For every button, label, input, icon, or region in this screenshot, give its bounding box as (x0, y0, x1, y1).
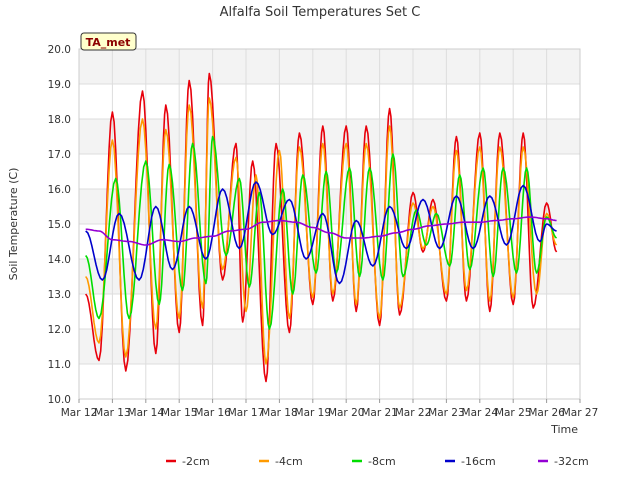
legend-label: -8cm (368, 455, 396, 468)
series-line-8cm (85, 135, 558, 330)
y-tick-label: 19.0 (48, 79, 71, 91)
x-tick-label: Mar 14 (128, 407, 165, 419)
plot-band (79, 84, 580, 119)
x-tick-label: Mar 22 (395, 407, 432, 419)
x-tick-label: Mar 13 (94, 407, 131, 419)
y-axis-label: Soil Temperature (C) (7, 168, 20, 281)
series-lines (85, 72, 558, 383)
x-tick-label: Mar 25 (495, 407, 532, 419)
y-tick-label: 16.0 (48, 184, 71, 196)
plot-band (79, 329, 580, 364)
plot-band (79, 294, 580, 329)
legend-label: -2cm (182, 455, 210, 468)
y-tick-label: 18.0 (48, 114, 71, 126)
plot-band (79, 119, 580, 154)
x-tick-label: Mar 18 (261, 407, 298, 419)
station-badge: TA_met (80, 32, 137, 51)
x-tick-label: Mar 16 (194, 407, 231, 419)
legend-label: -32cm (554, 455, 589, 468)
station-badge-box (80, 32, 137, 51)
x-tick-label: Mar 17 (228, 407, 265, 419)
y-tick-label: 11.0 (48, 359, 71, 371)
x-tick-label: Mar 20 (328, 407, 365, 419)
legend: -2cm -4cm -8cm -16cm -32cm (166, 455, 589, 468)
legend-label: -4cm (275, 455, 303, 468)
x-tick-label: Mar 12 (61, 407, 98, 419)
y-tick-label: 15.0 (48, 219, 71, 231)
x-axis-label: Time (550, 423, 578, 436)
plot-band (79, 49, 580, 84)
y-tick-label: 12.0 (48, 324, 71, 336)
y-tick-label: 13.0 (48, 289, 71, 301)
x-tick-label: Mar 21 (361, 407, 398, 419)
x-tick-label: Mar 19 (295, 407, 332, 419)
x-tick-label: Mar 27 (562, 407, 599, 419)
x-tick-label: Mar 24 (462, 407, 499, 419)
station-badge-label: TA_met (86, 36, 131, 49)
y-tick-label: 17.0 (48, 149, 71, 161)
series-line-32cm (85, 216, 557, 246)
legend-label: -16cm (461, 455, 496, 468)
chart-title: Alfalfa Soil Temperatures Set C (220, 5, 421, 20)
y-tick-label: 10.0 (48, 394, 71, 406)
x-tick-label: Mar 15 (161, 407, 198, 419)
x-tick-label: Mar 23 (428, 407, 465, 419)
series-line-4cm (85, 97, 558, 365)
series-line-16cm (85, 181, 557, 285)
x-tick-label: Mar 26 (528, 407, 565, 419)
axis-ticks: 10.0 11.0 12.0 13.0 14.0 15.0 16.0 17.0 18.0 19.0… (48, 44, 599, 419)
plot-band (79, 364, 580, 399)
y-tick-label: 20.0 (48, 44, 71, 56)
plot-frame (78, 48, 581, 400)
y-tick-label: 14.0 (48, 254, 71, 266)
